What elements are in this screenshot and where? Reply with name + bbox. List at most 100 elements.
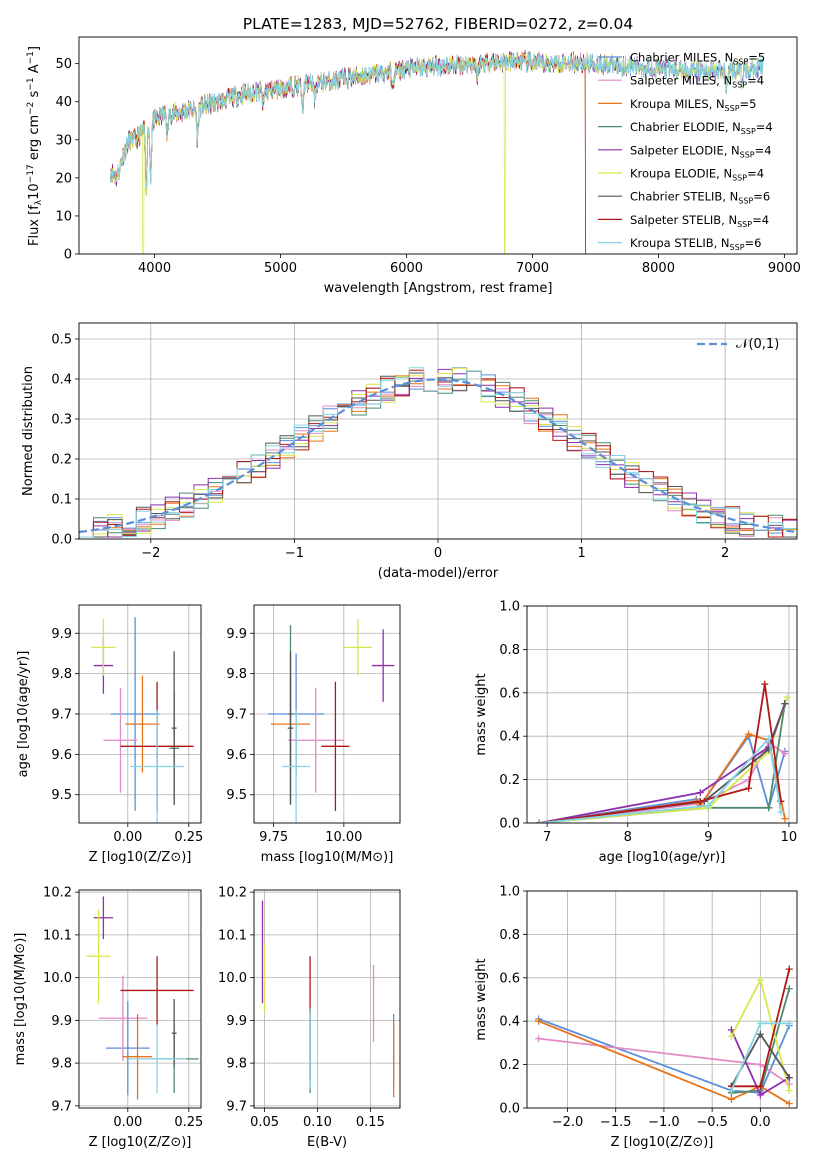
y-tick-label: 10.0	[218, 971, 247, 986]
y-tick-label: 9.8	[51, 667, 72, 682]
y-tick-label: 10	[55, 209, 72, 224]
axes-frame	[526, 890, 798, 1109]
data-point	[727, 1087, 735, 1095]
plot-area	[535, 680, 791, 823]
y-tick-label: 9.8	[226, 667, 247, 682]
x-tick-label: 10.00	[325, 830, 362, 845]
y-tick-label: 0.8	[499, 643, 520, 658]
legend-label: Salpeter ELODIE, NSSP=4	[630, 143, 772, 159]
y-tick-label: 0.0	[499, 817, 520, 832]
x-tick-label: 9.75	[259, 830, 288, 845]
x-tick-label: 2	[721, 546, 729, 561]
axes-frame	[78, 36, 798, 255]
legend-label: Chabrier ELODIE, NSSP=4	[630, 120, 773, 136]
data-point	[745, 776, 753, 784]
data-point	[704, 802, 712, 810]
x-axis-label: age [log10(age/yr)]	[599, 850, 726, 865]
chart-spectrum: 4000 5000 6000 7000 8000 9000 0 10 20 30 40 50 PLATE…	[26, 15, 801, 296]
x-axis-label: E(B-V)	[307, 1135, 347, 1150]
axes-frame	[253, 604, 401, 824]
axes-frame	[78, 889, 202, 1109]
chart-z-weight: −2.0 −1.5 −1.0 −0.5 0.0 0.0 0.2 0.4 0.6 0.8 1.0 Z […	[474, 885, 798, 1150]
y-tick-label: 0	[64, 248, 72, 263]
y-tick-label: 20	[55, 171, 72, 186]
x-axis-label: Z [log10(Z/Z⊙)]	[611, 1135, 714, 1150]
data-point	[756, 1030, 764, 1038]
data-point	[727, 1095, 735, 1103]
plot-area	[261, 900, 395, 1098]
data-point	[761, 680, 769, 688]
y-tick-label: 9.9	[51, 1014, 72, 1029]
series-kroupa-stelib	[539, 736, 782, 823]
y-tick-label: 9.5	[51, 788, 72, 803]
spectrum-line-kroupa-stelib	[110, 52, 764, 189]
x-axis-label: mass [log10(M/M⊙)]	[261, 850, 394, 865]
y-tick-label: 1.0	[499, 600, 520, 615]
y-tick-label: 0.8	[499, 928, 520, 943]
y-tick-label: 0.2	[499, 773, 520, 788]
x-tick-label: 6000	[390, 261, 423, 276]
data-point	[756, 976, 764, 984]
data-point	[781, 815, 789, 823]
legend-label: Kroupa MILES, NSSP=5	[630, 97, 756, 113]
data-point	[745, 784, 753, 792]
chart-title: PLATE=1283, MJD=52762, FIBERID=0272, z=0…	[243, 15, 633, 33]
data-point	[785, 1087, 793, 1095]
x-tick-label: 8	[624, 830, 632, 845]
y-tick-label: 10.1	[43, 928, 72, 943]
data-point	[785, 965, 793, 973]
y-tick-label: 9.8	[226, 1057, 247, 1072]
x-tick-label: −1.0	[648, 1115, 680, 1130]
x-axis-label: Z [log10(Z/Z⊙)]	[89, 850, 192, 865]
legend-label: Salpeter STELIB, NSSP=4	[630, 213, 769, 229]
y-tick-label: 0.6	[499, 686, 520, 701]
y-tick-label: 50	[55, 57, 72, 72]
x-tick-label: 0.0	[750, 1115, 771, 1130]
y-tick-label: 0.1	[51, 493, 72, 508]
y-axis-label: mass weight	[474, 673, 489, 755]
x-tick-label: 0.05	[250, 1115, 279, 1130]
y-tick-label: 9.9	[226, 627, 247, 642]
data-point	[785, 985, 793, 993]
x-tick-label: 9	[704, 830, 712, 845]
chart-residuals: −2 −1 0 1 2 0.0 0.1 0.2 0.3 0.4 0.5 (data-model)/er…	[21, 322, 798, 581]
x-tick-label: 5000	[264, 261, 297, 276]
y-tick-label: 0.0	[51, 533, 72, 548]
legend-label: Chabrier MILES, NSSP=5	[630, 51, 765, 67]
legend-label: Chabrier STELIB, NSSP=6	[630, 190, 770, 206]
x-tick-label: −2	[141, 546, 160, 561]
y-tick-label: 9.7	[51, 1099, 72, 1114]
data-point	[756, 1082, 764, 1090]
x-tick-label: 9000	[768, 261, 801, 276]
chart-mass-age: 9.75 10.00 9.5 9.6 9.7 9.8 9.9 mass [log10(M/M⊙…	[226, 604, 401, 865]
gaussian-curve	[79, 378, 795, 534]
x-tick-label: −1	[285, 546, 304, 561]
plot-area	[86, 896, 199, 1100]
series-kroupa-miles	[538, 1020, 790, 1105]
y-tick-label: 9.9	[51, 627, 72, 642]
y-tick-label: 1.0	[499, 885, 520, 900]
y-tick-label: 9.8	[51, 1057, 72, 1072]
x-tick-label: −2.0	[552, 1115, 584, 1130]
y-tick-label: 10.1	[218, 928, 247, 943]
x-tick-label: 7000	[516, 261, 549, 276]
x-tick-label: 0.00	[113, 830, 142, 845]
x-axis-label: wavelength [Angstrom, rest frame]	[324, 281, 553, 296]
x-tick-label: −1.5	[600, 1115, 632, 1130]
data-point	[756, 1061, 764, 1069]
x-tick-label: 1	[577, 546, 585, 561]
data-point	[696, 797, 704, 805]
data-point	[535, 819, 543, 823]
plot-area	[79, 367, 797, 538]
y-tick-label: 0.2	[51, 453, 72, 468]
y-tick-label: 0.5	[51, 333, 72, 348]
plot-area	[535, 965, 793, 1108]
series-salpeter-stelib	[538, 683, 782, 823]
y-tick-label: 10.2	[218, 886, 247, 901]
data-point	[756, 1091, 764, 1099]
chart-ebv-mass: 0.05 0.10 0.15 9.7 9.8 9.9 10.0 10.1 10.2 E(B-V)	[218, 886, 401, 1150]
legend-label: Salpeter MILES, NSSP=4	[630, 74, 764, 90]
axes-frame	[78, 322, 798, 540]
plot-area	[91, 617, 194, 823]
chart-z-age: 0.00 0.25 9.5 9.6 9.7 9.8 9.9 Z [log10(Z/Z⊙)] ag…	[16, 604, 203, 865]
